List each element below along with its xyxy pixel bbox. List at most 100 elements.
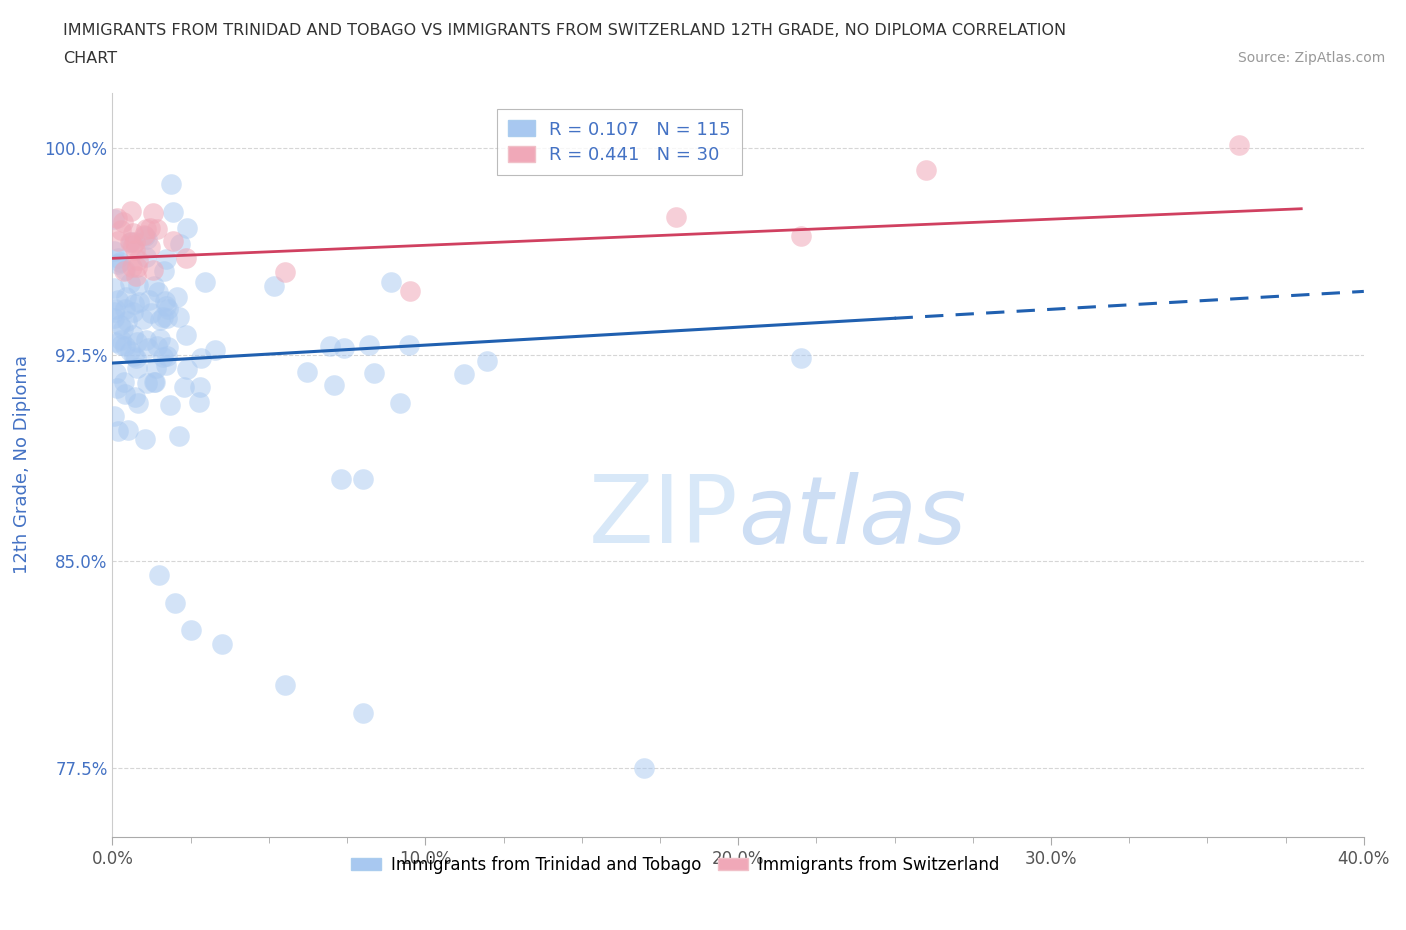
Point: [103, 244, 125, 259]
Point: [112, 375, 135, 390]
Point: [142, 206, 165, 220]
Point: [121, 204, 143, 219]
Point: [107, 292, 129, 307]
Point: [118, 275, 141, 290]
Point: [121, 260, 143, 275]
Text: IMMIGRANTS FROM TRINIDAD AND TOBAGO VS IMMIGRANTS FROM SWITZERLAND 12TH GRADE, N: IMMIGRANTS FROM TRINIDAD AND TOBAGO VS I…: [63, 23, 1066, 38]
Point: [117, 422, 139, 437]
Point: [107, 250, 129, 265]
Point: [176, 362, 198, 377]
Point: [122, 349, 145, 364]
Point: [146, 221, 169, 236]
Point: [136, 376, 159, 391]
Point: [143, 375, 166, 390]
Point: [127, 253, 149, 268]
Point: [132, 227, 155, 242]
Point: [108, 255, 131, 270]
Point: [156, 311, 179, 325]
Point: [166, 289, 188, 304]
Point: [148, 285, 170, 299]
Point: [142, 375, 165, 390]
Point: [127, 395, 149, 410]
Point: [139, 240, 162, 255]
Point: [159, 398, 181, 413]
Point: [174, 328, 197, 343]
Point: [363, 365, 385, 380]
Point: [357, 338, 380, 352]
Point: [211, 637, 233, 652]
Point: [475, 353, 498, 368]
Point: [149, 312, 172, 327]
Point: [103, 212, 125, 227]
Point: [263, 278, 285, 293]
Point: [155, 251, 177, 266]
Point: [124, 235, 146, 250]
Text: atlas: atlas: [738, 472, 966, 563]
Point: [107, 257, 129, 272]
Point: [134, 432, 156, 446]
Point: [389, 396, 412, 411]
Point: [664, 209, 686, 224]
Point: [162, 205, 184, 219]
Point: [333, 340, 356, 355]
Point: [146, 339, 169, 353]
Point: [380, 275, 402, 290]
Point: [104, 335, 127, 350]
Point: [1227, 138, 1250, 153]
Point: [188, 395, 211, 410]
Point: [156, 349, 179, 364]
Point: [107, 423, 129, 438]
Point: [125, 351, 148, 365]
Point: [115, 313, 138, 328]
Point: [111, 321, 134, 336]
Point: [142, 263, 165, 278]
Point: [135, 332, 157, 347]
Point: [135, 222, 157, 237]
Point: [127, 335, 149, 350]
Point: [174, 250, 197, 265]
Point: [105, 380, 128, 395]
Point: [155, 358, 177, 373]
Point: [169, 310, 191, 325]
Point: [110, 338, 132, 352]
Point: [169, 236, 191, 251]
Point: [915, 163, 938, 178]
Point: [138, 340, 160, 355]
Point: [127, 278, 149, 293]
Point: [790, 350, 813, 365]
Point: [114, 301, 136, 316]
Point: [139, 220, 162, 235]
Point: [121, 304, 143, 319]
Point: [103, 311, 125, 325]
Point: [173, 379, 195, 394]
Text: Source: ZipAtlas.com: Source: ZipAtlas.com: [1237, 51, 1385, 65]
Point: [453, 366, 475, 381]
Point: [142, 279, 165, 294]
Point: [108, 318, 131, 333]
Point: [155, 299, 177, 313]
Y-axis label: 12th Grade, No Diploma: 12th Grade, No Diploma: [13, 355, 31, 575]
Point: [190, 351, 212, 365]
Point: [138, 292, 160, 307]
Point: [163, 595, 186, 610]
Point: [127, 360, 149, 375]
Point: [148, 568, 170, 583]
Point: [107, 210, 129, 225]
Point: [104, 365, 127, 380]
Point: [135, 250, 157, 265]
Point: [110, 222, 132, 237]
Point: [107, 233, 129, 248]
Point: [139, 306, 162, 321]
Text: CHART: CHART: [63, 51, 117, 66]
Point: [103, 304, 125, 319]
Point: [112, 264, 135, 279]
Point: [124, 390, 146, 405]
Point: [188, 379, 211, 394]
Point: [156, 339, 179, 354]
Point: [633, 761, 655, 776]
Point: [145, 360, 167, 375]
Point: [273, 678, 295, 693]
Point: [124, 269, 146, 284]
Point: [103, 281, 125, 296]
Point: [153, 294, 176, 309]
